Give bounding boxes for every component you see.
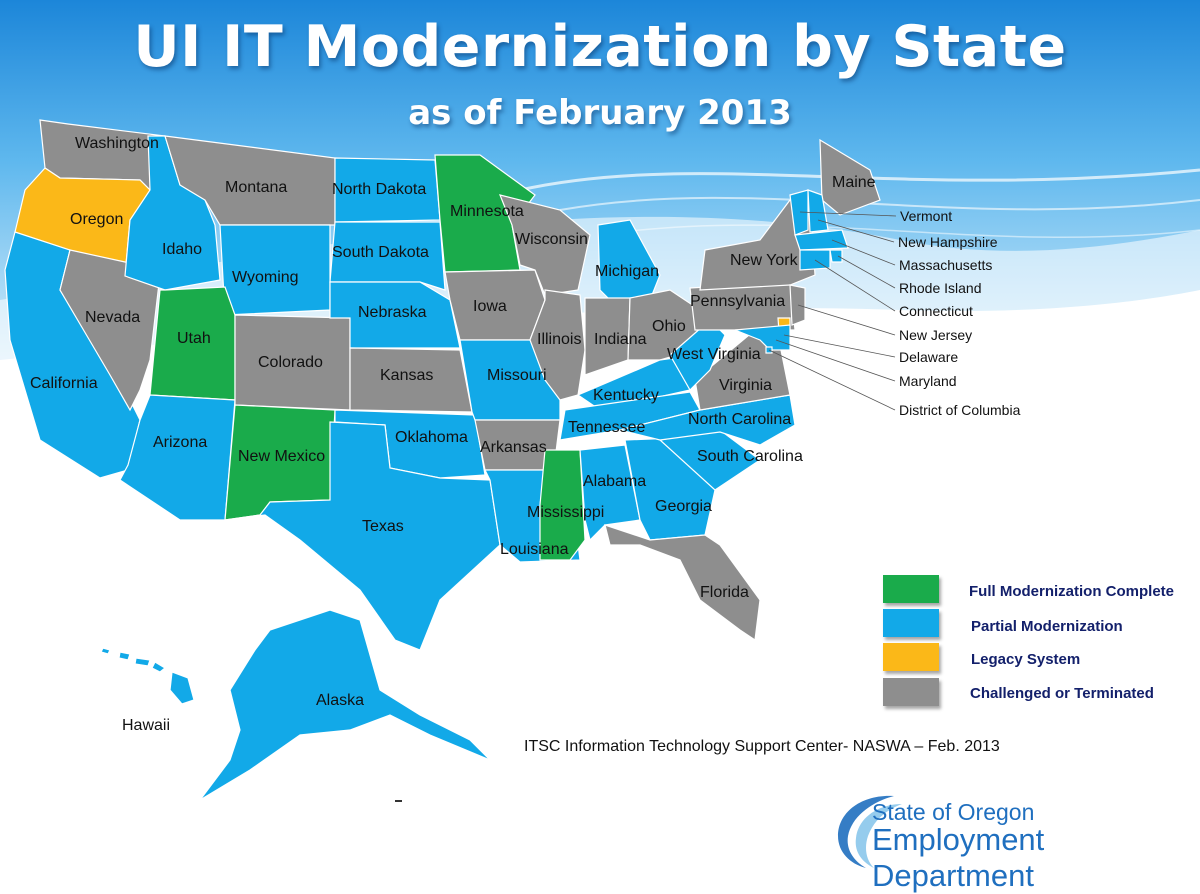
label-utah: Utah (177, 330, 211, 347)
label-new-hampshire: New Hampshire (898, 234, 998, 250)
logo-line-2: Employment Department (872, 822, 1045, 893)
state-alaska (199, 609, 491, 801)
legend-label-full: Full Modernization Complete (969, 583, 1174, 600)
label-nebraska: Nebraska (358, 304, 427, 321)
label-south-dakota: South Dakota (332, 244, 429, 261)
legend-swatch-challenged (883, 678, 939, 706)
leader-line-connecticut (814, 259, 896, 312)
leader-line-massachusetts (831, 239, 896, 266)
state-new-jersey (789, 284, 806, 326)
label-alaska: Alaska (316, 692, 364, 709)
legend-label-challenged: Challenged or Terminated (970, 685, 1154, 702)
state-rhode-island (829, 249, 843, 263)
label-florida: Florida (700, 584, 749, 601)
label-mississippi: Mississippi (527, 504, 604, 521)
leader-line-vermont (799, 211, 897, 217)
label-tennessee: Tennessee (568, 419, 645, 436)
label-new-mexico: New Mexico (238, 448, 325, 465)
label-wyoming: Wyoming (232, 269, 299, 286)
label-indiana: Indiana (594, 331, 647, 348)
leader-line-rhode-island (837, 255, 896, 289)
logo-line-1: State of Oregon (872, 799, 1035, 825)
label-louisiana: Louisiana (500, 541, 569, 558)
label-wisconsin: Wisconsin (515, 231, 588, 248)
leader-line-new-hampshire (817, 219, 895, 243)
leader-line-maryland (775, 339, 896, 382)
leader-line-delaware (783, 334, 896, 358)
state-massachusetts (794, 229, 849, 251)
legend-swatch-legacy (883, 643, 939, 671)
label-missouri: Missouri (487, 367, 547, 384)
state-hawaii-part-3 (134, 657, 151, 667)
label-north-carolina: North Carolina (688, 411, 791, 428)
label-vermont: Vermont (900, 208, 952, 224)
island-mark (395, 800, 402, 802)
label-north-dakota: North Dakota (332, 181, 426, 198)
label-new-jersey: New Jersey (899, 327, 972, 343)
leader-line-district-of-columbia (768, 349, 896, 411)
label-west-virginia: West Virginia (667, 346, 761, 363)
label-nevada: Nevada (85, 309, 140, 326)
logo-swoosh-icon (838, 795, 902, 868)
label-delaware: Delaware (899, 349, 958, 365)
state-hawaii-part-4 (151, 661, 167, 673)
state-illinois (529, 289, 586, 401)
state-hawaii (169, 671, 195, 705)
label-massachusetts: Massachusetts (899, 257, 992, 273)
label-virginia: Virginia (719, 377, 772, 394)
state-hawaii-part-1 (100, 647, 111, 655)
legend-label-legacy: Legacy System (971, 651, 1081, 668)
label-washington: Washington (75, 135, 159, 152)
label-district-of-columbia: District of Columbia (899, 402, 1021, 418)
label-alabama: Alabama (583, 473, 646, 490)
label-rhode-island: Rhode Island (899, 280, 982, 296)
state-maine (819, 138, 881, 216)
state-nebraska (329, 281, 461, 349)
label-south-carolina: South Carolina (697, 448, 803, 465)
map-title: UI IT Modernization by State (133, 14, 1067, 80)
label-maryland: Maryland (899, 373, 957, 389)
label-kansas: Kansas (380, 367, 433, 384)
label-new-york: New York (730, 252, 799, 269)
state-florida (604, 524, 761, 642)
leader-line-new-jersey (797, 304, 896, 336)
label-michigan: Michigan (595, 263, 659, 280)
label-iowa: Iowa (473, 298, 507, 315)
label-hawaii: Hawaii (122, 717, 170, 734)
label-minnesota: Minnesota (450, 203, 524, 220)
state-texas (224, 421, 501, 651)
label-maine: Maine (832, 174, 876, 191)
label-oregon: Oregon (70, 211, 123, 228)
label-georgia: Georgia (655, 498, 712, 515)
label-pennsylvania: Pennsylvania (690, 293, 785, 310)
source-note: ITSC Information Technology Support Cent… (524, 738, 1000, 755)
legend-swatch-partial (883, 609, 939, 637)
state-maryland (734, 324, 791, 351)
label-kentucky: Kentucky (593, 387, 659, 404)
state-hawaii-part-2 (118, 651, 131, 661)
label-texas: Texas (362, 518, 404, 535)
label-connecticut: Connecticut (899, 303, 973, 319)
map-subtitle: as of February 2013 (408, 93, 792, 133)
legend-swatch-full (883, 575, 939, 603)
label-oklahoma: Oklahoma (395, 429, 468, 446)
state-michigan (597, 219, 661, 301)
label-ohio: Ohio (652, 318, 686, 335)
label-arkansas: Arkansas (480, 439, 547, 456)
label-idaho: Idaho (162, 241, 202, 258)
label-illinois: Illinois (537, 331, 581, 348)
state-south-dakota (329, 221, 446, 291)
label-colorado: Colorado (258, 354, 323, 371)
state-vermont (789, 189, 809, 236)
label-montana: Montana (225, 179, 287, 196)
label-arizona: Arizona (153, 434, 207, 451)
label-california: California (30, 375, 98, 392)
legend-label-partial: Partial Modernization (971, 618, 1123, 635)
